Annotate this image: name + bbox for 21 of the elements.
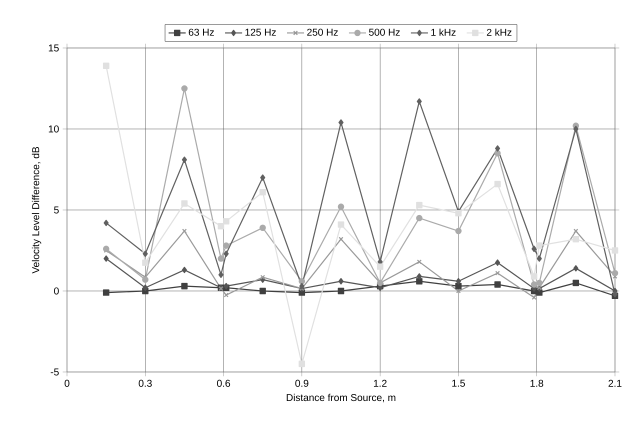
y-tick-label: 0 <box>54 287 59 295</box>
x-tick-label: 0.3 <box>138 380 152 387</box>
legend-label: 125 Hz <box>245 28 276 36</box>
legend-label: 1 kHz <box>431 28 456 36</box>
y-tick-label: 5 <box>54 206 59 214</box>
y-axis-title: Velocity Level Difference, dB <box>32 146 42 274</box>
x-axis-title: Distance from Source, m <box>286 394 396 402</box>
x-tick-label: 1.2 <box>374 380 387 387</box>
x-tick-label: 0.9 <box>295 380 308 387</box>
x-tick-label: 1.5 <box>452 380 465 387</box>
legend-label: 63 Hz <box>188 28 214 36</box>
y-tick-label: 10 <box>48 125 59 133</box>
legend-label: 250 Hz <box>307 28 338 36</box>
x-tick-label: 1.8 <box>530 380 544 387</box>
legend-label: 500 Hz <box>369 28 400 36</box>
x-tick-label: 2.1 <box>608 380 622 387</box>
y-tick-label: -5 <box>50 368 59 376</box>
x-tick-label: 0.6 <box>217 380 230 387</box>
legend-label: 2 kHz <box>486 28 512 36</box>
y-tick-label: 15 <box>48 44 59 52</box>
x-tick-label: 0 <box>64 380 70 387</box>
